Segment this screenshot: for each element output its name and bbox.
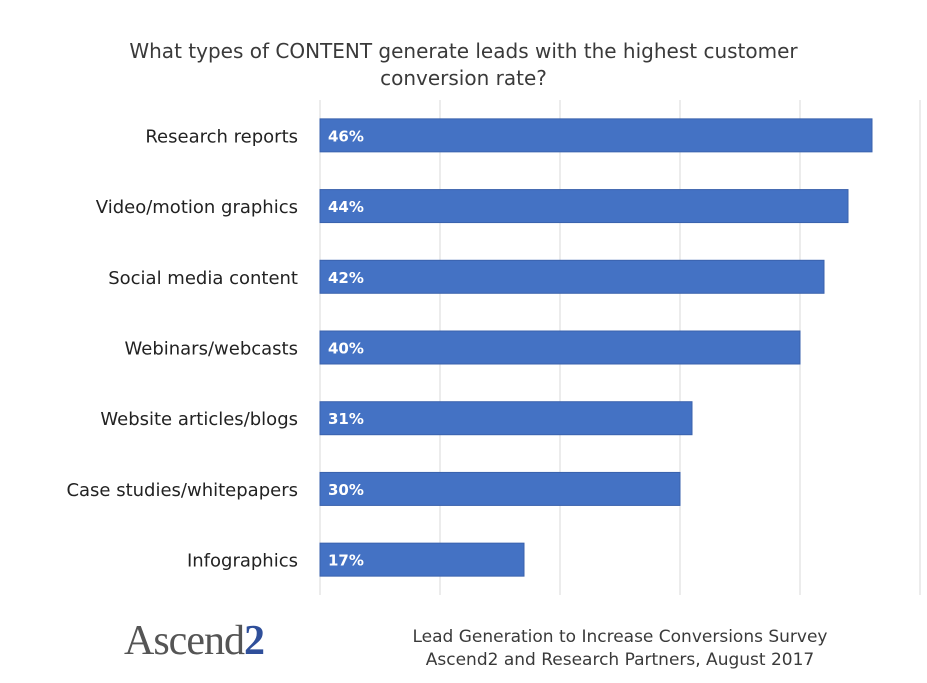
source-line-1: Lead Generation to Increase Conversions …	[412, 627, 828, 647]
data-label-1: 44%	[328, 198, 364, 216]
bar-1	[319, 189, 849, 224]
category-label-2: Social media content	[108, 268, 298, 289]
category-label-4: Website articles/blogs	[100, 409, 298, 430]
source-line-2: Ascend2 and Research Partners, August 20…	[425, 650, 815, 670]
bars: 46% 44% 42% 40% 31% 30% 17%	[319, 118, 873, 577]
category-label-5: Case studies/whitepapers	[66, 480, 298, 501]
chart-title: What types of CONTENT generate leads wit…	[0, 38, 927, 92]
category-label-1: Video/motion graphics	[96, 197, 298, 218]
category-label-3: Webinars/webcasts	[125, 339, 299, 360]
category-label-0: Research reports	[145, 126, 298, 147]
data-label-4: 31%	[328, 410, 364, 428]
data-label-5: 30%	[328, 481, 364, 499]
chart-title-line-1: What types of CONTENT generate leads wit…	[129, 39, 798, 63]
bar-3	[319, 330, 801, 365]
bar-6	[319, 542, 525, 577]
data-label-0: 46%	[328, 127, 364, 145]
bar-2	[319, 259, 825, 294]
logo-text-main: Ascend	[124, 618, 245, 664]
data-label-6: 17%	[328, 552, 364, 570]
data-label-2: 42%	[328, 269, 364, 287]
bar-5	[319, 471, 681, 506]
source-note: Lead Generation to Increase Conversions …	[370, 626, 870, 672]
bar-4	[319, 401, 693, 436]
data-label-3: 40%	[328, 340, 364, 358]
bar-0	[319, 118, 873, 153]
logo-text-accent: 2	[243, 618, 265, 664]
category-labels: Research reports Video/motion graphics Soc…	[66, 126, 298, 571]
chart-title-line-2: conversion rate?	[380, 66, 547, 90]
ascend2-logo: Ascend2	[124, 618, 265, 664]
category-label-6: Infographics	[187, 551, 298, 572]
